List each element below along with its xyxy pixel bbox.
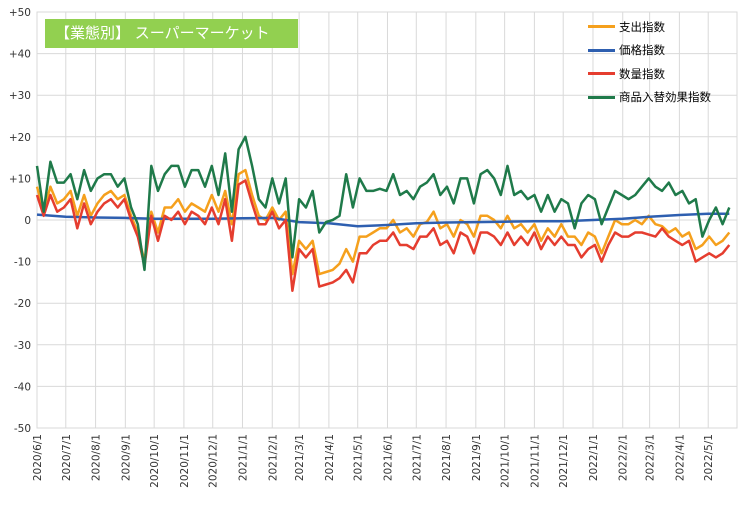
x-tick-label: 2021/10/1	[500, 434, 512, 488]
x-tick-label: 2020/11/1	[179, 434, 191, 488]
y-tick-label: -10	[14, 257, 31, 269]
x-tick-label: 2022/1/1	[588, 434, 600, 481]
legend-item-0: 支出指数	[588, 15, 711, 39]
series-line-3	[35, 135, 731, 272]
legend-item-3: 商品入替効果指数	[588, 86, 711, 110]
y-tick-label: -50	[14, 423, 31, 435]
y-tick-label: +10	[9, 173, 31, 185]
x-tick-label: 2020/7/1	[61, 434, 73, 481]
plot-area	[36, 11, 738, 429]
legend-swatch	[588, 95, 615, 99]
y-tick-label: -20	[14, 298, 31, 310]
series-line-0	[35, 168, 731, 276]
y-tick-label: -30	[14, 340, 31, 352]
x-tick-label: 2020/8/1	[91, 434, 103, 481]
x-tick-label: 2021/5/1	[353, 434, 365, 481]
x-tick-label: 2020/6/1	[32, 434, 44, 481]
x-tick-label: 2022/5/1	[703, 434, 715, 481]
series-line-1	[36, 212, 730, 228]
x-tick-label: 2021/3/1	[294, 434, 306, 481]
x-tick-label: 2021/9/1	[471, 434, 483, 481]
x-axis-ticks: 2020/6/1 2020/7/1 2020/8/1 2020/9/1 2020/10/…	[32, 434, 715, 488]
y-tick-label: +50	[9, 7, 31, 19]
x-tick-label: 2021/7/1	[411, 434, 423, 481]
x-tick-label: 2022/2/1	[618, 434, 630, 481]
x-tick-label: 2020/9/1	[120, 434, 132, 481]
legend-swatch	[588, 72, 615, 76]
legend-label: 数量指数	[619, 66, 665, 81]
y-axis-ticks: +50 +40 +30 +20 +10 0 -10 -20 -30 -40 -50	[9, 7, 31, 435]
chart-title: 【業態別】 スーパーマーケット	[45, 19, 298, 48]
x-tick-label: 2022/4/1	[674, 434, 686, 481]
x-tick-label: 2021/1/1	[237, 434, 249, 481]
x-tick-label: 2020/10/1	[149, 434, 161, 488]
x-tick-label: 2021/12/1	[558, 434, 570, 488]
x-tick-label: 2021/2/1	[267, 434, 279, 481]
legend-label: 支出指数	[619, 19, 665, 34]
y-tick-label: -40	[14, 381, 31, 393]
y-tick-label: +30	[9, 90, 31, 102]
y-tick-label: +40	[9, 49, 31, 61]
x-tick-label: 2022/3/1	[645, 434, 657, 481]
x-tick-label: 2021/4/1	[324, 434, 336, 481]
x-tick-label: 2021/6/1	[382, 434, 394, 481]
legend: 支出指数価格指数数量指数商品入替効果指数	[588, 15, 711, 109]
legend-label: 価格指数	[619, 43, 665, 58]
legend-item-2: 数量指数	[588, 62, 711, 86]
legend-label: 商品入替効果指数	[619, 90, 711, 105]
x-tick-label: 2021/8/1	[441, 434, 453, 481]
series-line-2	[35, 179, 731, 292]
legend-swatch	[588, 25, 615, 29]
x-tick-label: 2020/12/1	[208, 434, 220, 488]
series-lines	[35, 135, 731, 292]
x-tick-label: 2021/11/1	[529, 434, 541, 488]
legend-swatch	[588, 48, 615, 52]
y-tick-label: +20	[9, 132, 31, 144]
legend-item-1: 価格指数	[588, 39, 711, 63]
y-tick-label: 0	[24, 215, 31, 227]
